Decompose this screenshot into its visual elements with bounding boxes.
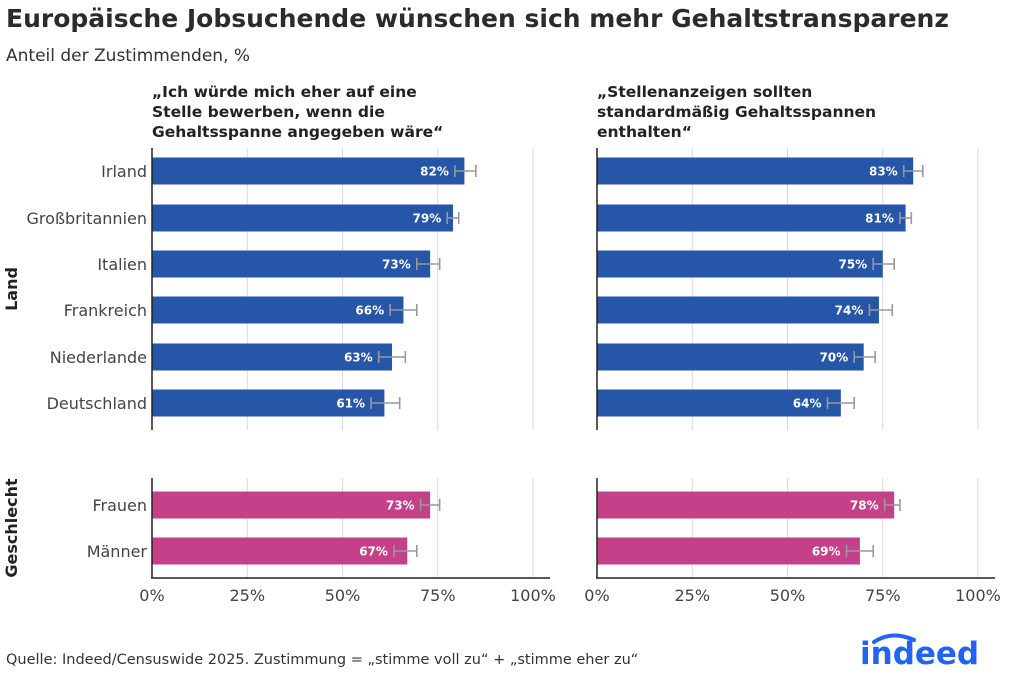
data-label: 63%: [344, 351, 373, 365]
bar: [597, 157, 914, 185]
category-label: Großbritannien: [27, 209, 147, 228]
group-label: Geschlecht: [2, 478, 21, 578]
category-label: Frauen: [92, 496, 147, 515]
data-label: 66%: [355, 304, 384, 318]
bar: [152, 491, 431, 519]
bar: [597, 204, 906, 232]
data-label: 64%: [793, 397, 822, 411]
x-tick-label: 25%: [229, 586, 265, 605]
logo-text: indeed: [860, 636, 979, 672]
x-tick-label: 75%: [420, 586, 456, 605]
x-tick-label: 50%: [770, 586, 806, 605]
bar: [597, 343, 864, 371]
bar: [597, 389, 841, 417]
data-label: 73%: [386, 499, 415, 513]
panel-title-line: standardmäßig Gehaltsspannen: [597, 103, 876, 121]
panel-title-line: enthalten“: [597, 123, 692, 141]
data-label: 61%: [336, 397, 365, 411]
data-label: 74%: [835, 304, 864, 318]
x-tick-label: 0%: [584, 586, 609, 605]
data-label: 79%: [413, 212, 442, 226]
data-label: 82%: [420, 165, 449, 179]
panel-title-line: Gehaltsspanne angegeben wäre“: [152, 123, 443, 141]
bar: [152, 157, 465, 185]
chart-subtitle: Anteil der Zustimmenden, %: [6, 46, 251, 66]
panel-title-line: Stelle bewerben, wenn die: [152, 103, 385, 121]
x-tick-label: 75%: [865, 586, 901, 605]
category-label: Irland: [101, 162, 147, 181]
data-label: 69%: [812, 545, 841, 559]
bar: [152, 250, 431, 278]
logo-arc: [872, 633, 916, 644]
source-note: Quelle: Indeed/Censuswide 2025. Zustimmu…: [6, 652, 639, 668]
bar: [152, 343, 393, 371]
category-label: Frankreich: [64, 301, 147, 320]
data-label: 73%: [382, 258, 411, 272]
x-tick-label: 100%: [510, 586, 556, 605]
data-label: 67%: [359, 545, 388, 559]
bar: [597, 537, 860, 565]
category-label: Deutschland: [47, 394, 147, 413]
data-label: 75%: [838, 258, 867, 272]
bar: [152, 296, 404, 324]
panel-title-line: „Ich würde mich eher auf eine: [152, 83, 417, 101]
bar: [152, 389, 385, 417]
category-label: Männer: [87, 542, 148, 561]
data-label: 78%: [850, 499, 879, 513]
group-label: Land: [2, 267, 21, 311]
x-tick-label: 0%: [139, 586, 164, 605]
x-tick-label: 25%: [674, 586, 710, 605]
x-tick-label: 50%: [325, 586, 361, 605]
chart-title: Europäische Jobsuchende wünschen sich me…: [6, 4, 949, 33]
indeed-logo: indeed: [860, 633, 979, 672]
data-label: 83%: [869, 165, 898, 179]
data-label: 81%: [865, 212, 894, 226]
x-tick-label: 100%: [955, 586, 1001, 605]
panel-title-line: „Stellenanzeigen sollten: [597, 83, 812, 101]
data-label: 70%: [819, 351, 848, 365]
bar: [152, 204, 453, 232]
category-label: Niederlande: [50, 348, 147, 367]
category-label: Italien: [97, 255, 147, 274]
bar: [597, 491, 895, 519]
bar: [597, 296, 879, 324]
bar: [152, 537, 408, 565]
bar: [597, 250, 883, 278]
